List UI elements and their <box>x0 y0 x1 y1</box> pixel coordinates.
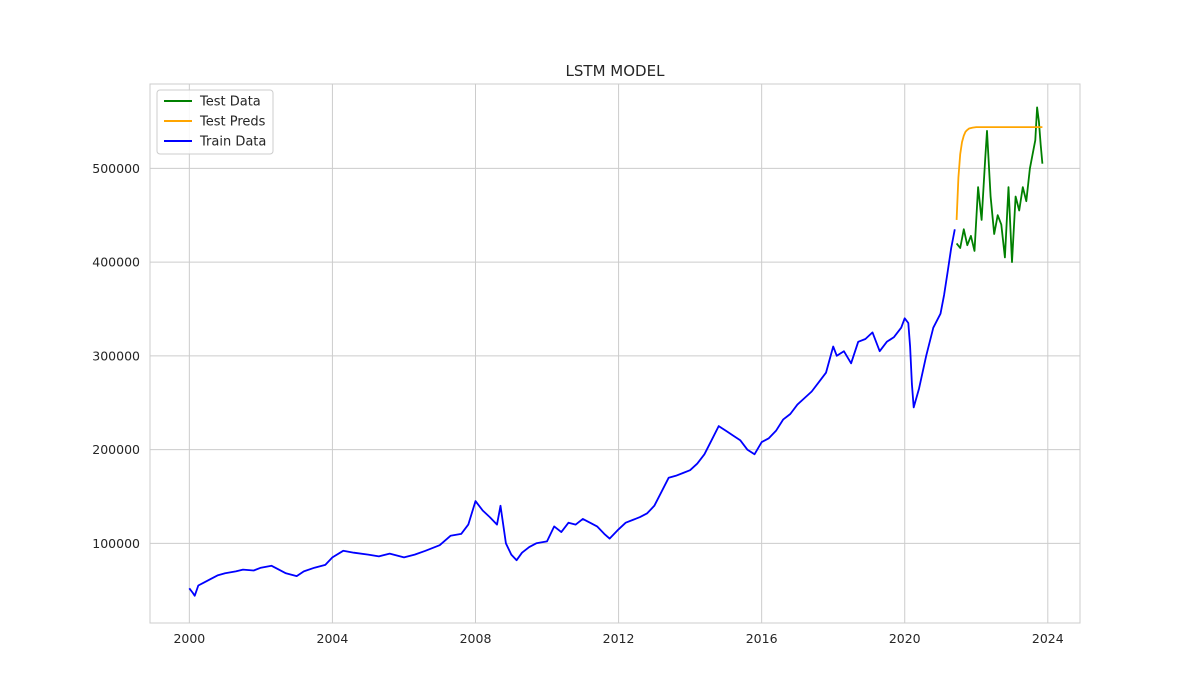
x-tick-label: 2020 <box>889 631 921 646</box>
x-tick-label: 2012 <box>603 631 635 646</box>
grid-lines <box>150 84 1080 623</box>
x-axis-ticks: 2000 2004 2008 2012 2016 2020 2024 <box>173 631 1063 646</box>
legend-box <box>156 89 274 155</box>
legend-label-train-data: Train Data <box>199 135 266 150</box>
series-lines <box>188 106 1044 597</box>
x-tick-label: 2016 <box>746 631 778 646</box>
chart-title: LSTM MODEL <box>566 62 666 80</box>
plot-background <box>150 84 1080 623</box>
legend-label-test-preds: Test Preds <box>199 115 266 130</box>
y-tick-label: 100000 <box>92 536 140 551</box>
y-tick-label: 500000 <box>92 161 140 176</box>
legend-label-test-data: Test Data <box>199 95 261 110</box>
y-tick-label: 400000 <box>92 255 140 270</box>
plot-frame <box>149 83 1081 624</box>
x-tick-label: 2000 <box>173 631 205 646</box>
y-tick-label: 300000 <box>92 348 140 363</box>
x-tick-label: 2024 <box>1032 631 1064 646</box>
series-line-test-preds <box>955 126 1043 220</box>
series-line-train-data <box>188 229 956 597</box>
legend: Test Data Test Preds Train Data <box>156 89 274 155</box>
y-axis-ticks: 100000 200000 300000 400000 500000 <box>92 161 140 551</box>
x-tick-label: 2004 <box>317 631 349 646</box>
series-line-test-data <box>955 106 1044 263</box>
x-tick-label: 2008 <box>460 631 492 646</box>
y-tick-label: 200000 <box>92 442 140 457</box>
